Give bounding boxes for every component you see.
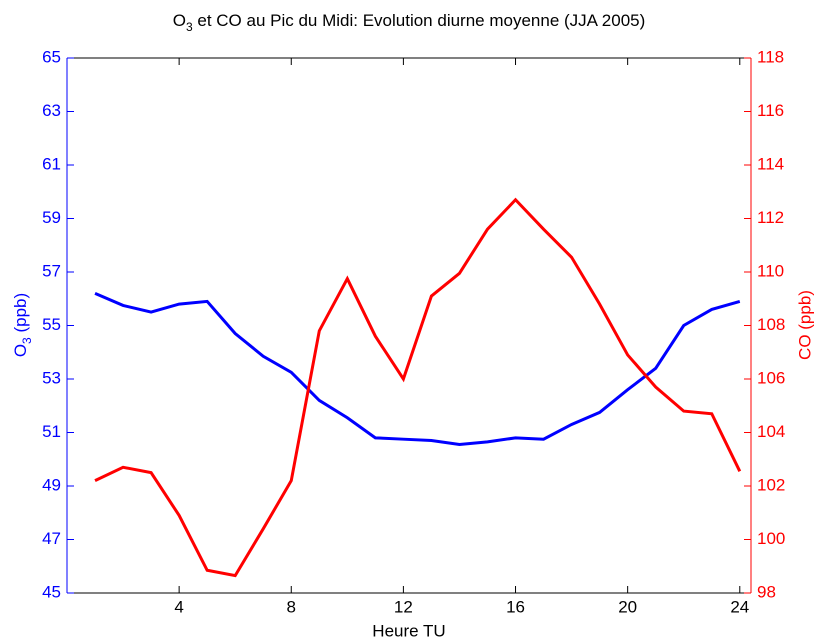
y-tick-label: 63	[42, 101, 61, 120]
ylabel-rest: (ppb)	[11, 293, 30, 337]
ylabel-sub: 3	[20, 337, 34, 344]
title-main: O	[173, 11, 186, 30]
chart-title: O3 et CO au Pic du Midi: Evolution diurn…	[173, 11, 646, 34]
y-axis-label: O3 (ppb)	[11, 293, 34, 357]
y-tick-label: 65	[42, 47, 61, 66]
line-series	[94, 197, 742, 578]
y2-tick-label: 112	[757, 208, 784, 227]
y-tick-label: 61	[42, 154, 61, 173]
x-tick-label: 24	[730, 597, 749, 616]
y2-tick-label: 104	[757, 422, 785, 441]
ylabel-main: O	[11, 344, 30, 357]
y2-tick-label: 100	[757, 529, 785, 548]
y-tick-label: 49	[42, 475, 61, 494]
y-tick-label: 45	[42, 582, 61, 601]
y2-tick-label: 114	[757, 154, 784, 173]
y2-tick-label: 116	[757, 101, 784, 120]
y-tick-label: 59	[42, 208, 61, 227]
y2-axis-label: CO (ppb)	[795, 290, 814, 360]
y-tick-label: 57	[42, 261, 61, 280]
title-rest: et CO au Pic du Midi: Evolution diurne m…	[193, 11, 646, 30]
x-axis-label: Heure TU	[372, 621, 445, 640]
line-series	[94, 292, 741, 447]
y2-tick-label: 118	[757, 47, 784, 66]
y2-tick-label: 108	[757, 315, 785, 334]
x-tick-label: 12	[394, 597, 413, 616]
y2-tick-label: 98	[757, 582, 776, 601]
y-tick-label: 51	[42, 422, 61, 441]
x-tick-label: 20	[618, 597, 637, 616]
x-tick-label: 4	[174, 597, 183, 616]
y-tick-label: 53	[42, 368, 61, 387]
y2-tick-label: 106	[757, 368, 785, 387]
y2-tick-label: 110	[757, 261, 784, 280]
x-tick-label: 16	[506, 597, 525, 616]
y2-tick-label: 102	[757, 475, 785, 494]
title-sub: 3	[186, 20, 193, 34]
x-tick-label: 8	[287, 597, 296, 616]
y-tick-label: 47	[42, 529, 61, 548]
y-tick-label: 55	[42, 315, 61, 334]
